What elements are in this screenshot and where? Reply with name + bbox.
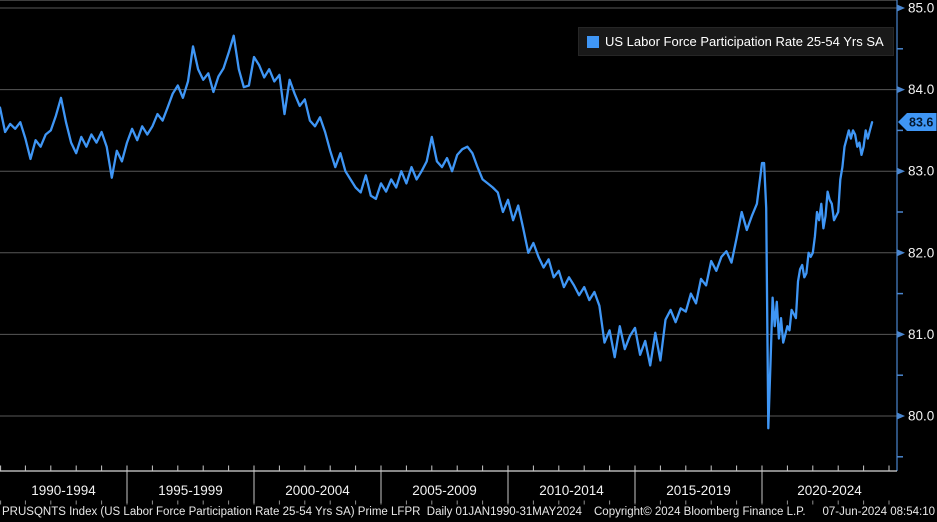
- status-copyright-text: Copyright© 2024 Bloomberg Finance L.P.: [594, 506, 806, 518]
- x-axis-label: 2000-2004: [285, 483, 350, 498]
- x-axis-label: 2010-2014: [539, 483, 604, 498]
- y-axis-tick-label: 82.0: [908, 245, 934, 260]
- y-axis-major-tick: [897, 249, 905, 257]
- y-axis-tick-label: 80.0: [908, 409, 934, 424]
- x-axis-label: 1990-1994: [31, 483, 96, 498]
- legend-series-label: US Labor Force Participation Rate 25-54 …: [605, 34, 884, 49]
- y-axis-tick-label: 85.0: [908, 1, 934, 16]
- y-axis-major-tick: [897, 412, 905, 420]
- chart-canvas[interactable]: 85.0 84.0 83.0 82.0 81.0 80.0 1990-1994 1995-19…: [0, 0, 937, 505]
- y-axis-tick-label: 83.0: [908, 164, 934, 179]
- y-axis-major-tick: [897, 330, 905, 338]
- y-axis-tick-label: 81.0: [908, 327, 934, 342]
- y-axis-major-tick: [897, 4, 905, 12]
- series-line: [0, 34, 874, 430]
- x-axis-label: 2020-2024: [797, 483, 862, 498]
- legend-box[interactable]: US Labor Force Participation Rate 25-54 …: [578, 27, 894, 56]
- x-axis-label: 2005-2009: [412, 483, 477, 498]
- y-axis-major-tick: [897, 167, 905, 175]
- status-timestamp-text: 07-Jun-2024 08:54:10: [822, 506, 935, 518]
- y-axis-major-tick: [897, 86, 905, 94]
- status-bar: PRUSQNTS Index (US Labor Force Participa…: [0, 504, 937, 522]
- status-ticker-text: PRUSQNTS Index (US Labor Force Participa…: [2, 506, 582, 518]
- x-axis-label: 2015-2019: [666, 483, 731, 498]
- legend-swatch-icon: [587, 35, 599, 48]
- y-axis-tick-label: 84.0: [908, 82, 934, 97]
- x-axis-label: 1995-1999: [158, 483, 223, 498]
